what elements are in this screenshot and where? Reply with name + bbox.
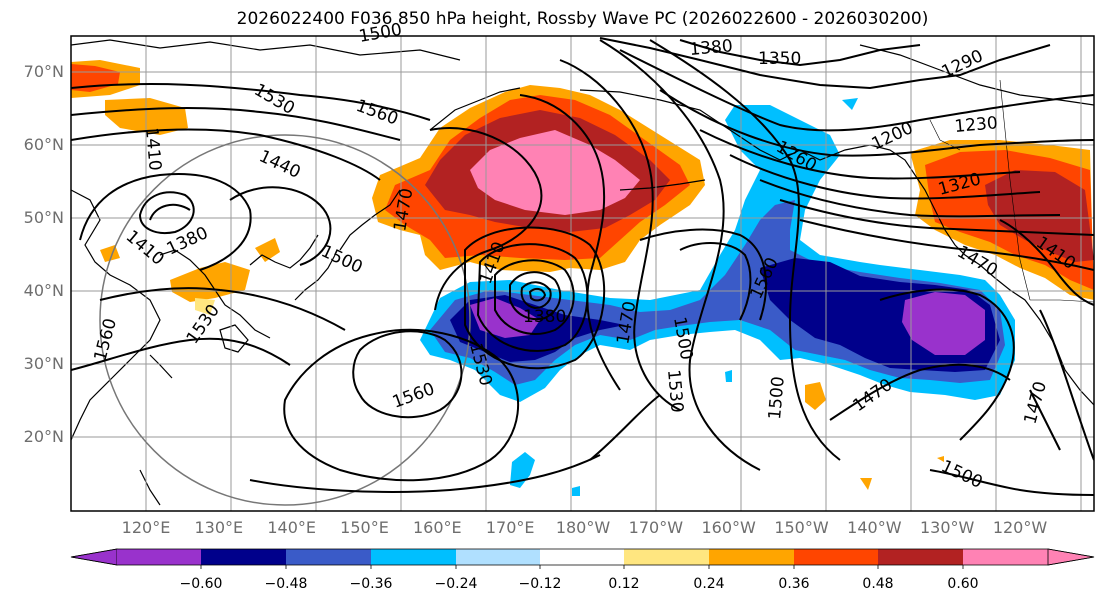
colorbar-segment: [117, 549, 201, 565]
colorbar-segment: [456, 549, 540, 565]
lon-label: 170°E: [485, 518, 535, 537]
colorbar-segment: [201, 549, 286, 565]
lon-label: 160°E: [413, 518, 462, 537]
colorbar-tick-label: 0.36: [778, 576, 810, 592]
lon-label: 160°W: [701, 518, 756, 537]
colorbar-segment: [963, 549, 1048, 565]
graticule: [71, 36, 1094, 511]
colorbar-tick-label: −0.48: [264, 576, 308, 592]
lon-label: 130°E: [194, 518, 244, 537]
colorbar-tick-label: 0.24: [693, 576, 725, 592]
contour-label: 1380: [164, 223, 212, 259]
colorbar-segment: [371, 549, 456, 565]
lon-label: 180°W: [555, 518, 611, 537]
contour-label: 1500: [765, 376, 789, 421]
colorbar-segment: [70, 548, 118, 566]
contour-label: 1380: [689, 36, 734, 60]
contour-label: 1230: [954, 113, 999, 137]
lon-label: 150°E: [340, 518, 389, 537]
colorbar: [70, 548, 1095, 569]
lon-label: 140°W: [847, 518, 902, 537]
colorbar-tick-label: −0.24: [434, 576, 478, 592]
colorbar-tick-label: 0.12: [608, 576, 640, 592]
map-title: 2026022400 F036 850 hPa height, Rossby W…: [236, 9, 929, 29]
lon-label: 120°W: [992, 518, 1048, 537]
colorbar-segment: [1047, 548, 1095, 566]
lat-label: 30°N: [23, 354, 64, 373]
lat-label: 20°N: [23, 427, 64, 446]
map-frame: [70, 35, 1095, 512]
contour-label: 1380: [523, 307, 566, 327]
contour-label: 1470: [1021, 379, 1052, 426]
colorbar-outline: [70, 548, 1095, 566]
contour-label: 1530: [663, 369, 687, 414]
lat-label: 50°N: [23, 208, 64, 227]
contour-label: 1440: [256, 146, 304, 182]
colorbar-segment: [540, 549, 624, 565]
contour-label: 1530: [183, 301, 224, 348]
colorbar-tick-label: 0.48: [862, 576, 894, 592]
lat-label: 70°N: [23, 62, 64, 81]
range-circle: [99, 134, 471, 506]
contour-label: 1200: [869, 118, 917, 154]
colorbar-tick-label: −0.36: [349, 576, 393, 592]
contour-label: 1500: [357, 20, 403, 47]
lon-label: 140°E: [267, 518, 316, 537]
colorbar-tick-label: −0.60: [179, 576, 223, 592]
contour-label: 1410: [141, 127, 165, 172]
height-contours: [71, 37, 1094, 496]
colorbar-segment: [878, 549, 963, 565]
contour-label: 1290: [939, 46, 987, 82]
lon-label: 170°W: [628, 518, 684, 537]
contour-label: 1560: [353, 96, 400, 130]
colorbar-segment: [286, 549, 371, 565]
borders: [929, 79, 1094, 303]
lat-label: 40°N: [23, 281, 64, 300]
contour-label: 1500: [938, 456, 986, 492]
lat-label: 60°N: [23, 135, 64, 154]
colorbar-segment: [709, 549, 794, 565]
colorbar-tick-label: −0.12: [518, 576, 562, 592]
lon-label: 150°W: [774, 518, 829, 537]
lon-label: 130°W: [919, 518, 975, 537]
colorbar-segment: [794, 549, 878, 565]
contour-label: 1350: [758, 49, 801, 69]
coastlines: [71, 39, 1094, 506]
lon-label: 120°E: [121, 518, 171, 537]
colorbar-tick-label: 0.60: [947, 576, 979, 592]
colorbar-segment: [624, 549, 709, 565]
contour-label: 1560: [390, 379, 437, 413]
